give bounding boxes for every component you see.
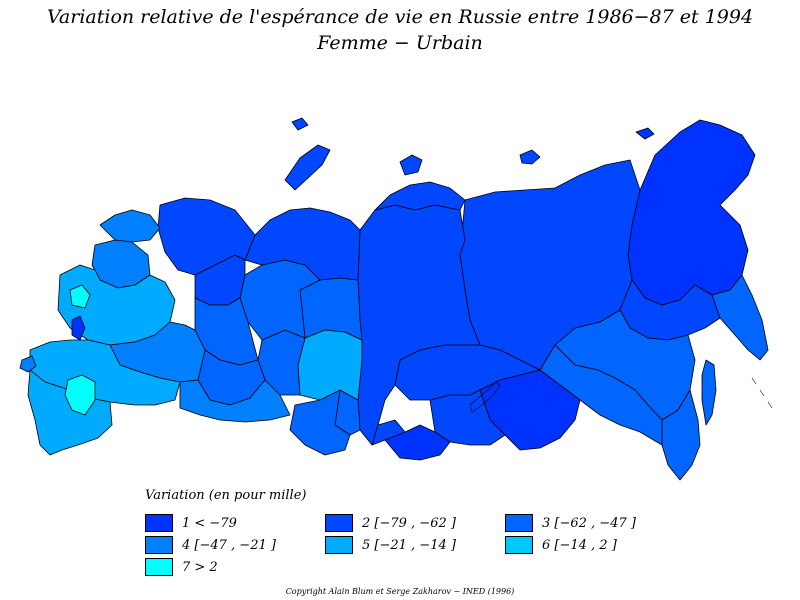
region-taymyr: [374, 181, 466, 211]
kuril-islands: [751, 377, 773, 409]
legend-swatch: [505, 514, 533, 532]
map-title: Variation relative de l'espérance de vie…: [46, 6, 754, 28]
russia-choropleth-map: [19, 117, 773, 481]
legend-swatch: [145, 558, 173, 576]
region-novosibirsk: [297, 329, 363, 401]
legend-label: 1 < −79: [182, 516, 237, 531]
region-volga: [179, 379, 291, 423]
legend-label: 7 > 2: [182, 560, 218, 575]
island-franz-josef: [291, 117, 309, 131]
legend-swatch: [145, 514, 173, 532]
region-astrakhan: [64, 374, 96, 416]
legend-swatch: [325, 514, 353, 532]
legend-label: 6 [−14 , 2 ]: [542, 538, 617, 553]
legend-label: 4 [−47 , −21 ]: [182, 538, 276, 553]
region-tomsk: [299, 277, 363, 341]
legend-swatch: [505, 536, 533, 554]
region-murmansk: [99, 209, 161, 243]
lake-baikal: [469, 381, 501, 413]
legend-label: 2 [−79 , −62 ]: [362, 516, 456, 531]
island-new-siberian: [519, 149, 541, 165]
region-arkhangelsk: [157, 197, 256, 276]
region-primorye: [661, 389, 701, 481]
island-severnaya-zemlya: [399, 154, 423, 176]
legend-swatch: [145, 536, 173, 554]
region-leningrad: [69, 284, 91, 309]
legend-title: Variation (en pour mille): [145, 488, 307, 503]
region-kaliningrad: [19, 355, 37, 373]
legend-label: 5 [−21 , −14 ]: [362, 538, 456, 553]
island-sakhalin: [701, 359, 717, 426]
region-kamchatka: [711, 274, 769, 361]
region-khakassia: [371, 419, 406, 446]
copyright-notice: Copyright Alain Blum et Serge Zakharov −…: [285, 587, 515, 596]
map-subtitle: Femme − Urbain: [317, 32, 483, 54]
island-wrangel: [635, 127, 655, 140]
region-far-east-chukotka: [627, 119, 756, 306]
island-novaya-zemlya: [284, 144, 331, 191]
region-small-west: [71, 315, 86, 341]
region-yamalo-nenets: [244, 207, 361, 281]
legend-label: 3 [−62 , −47 ]: [542, 516, 636, 531]
legend-swatch: [325, 536, 353, 554]
region-amur: [539, 344, 663, 446]
